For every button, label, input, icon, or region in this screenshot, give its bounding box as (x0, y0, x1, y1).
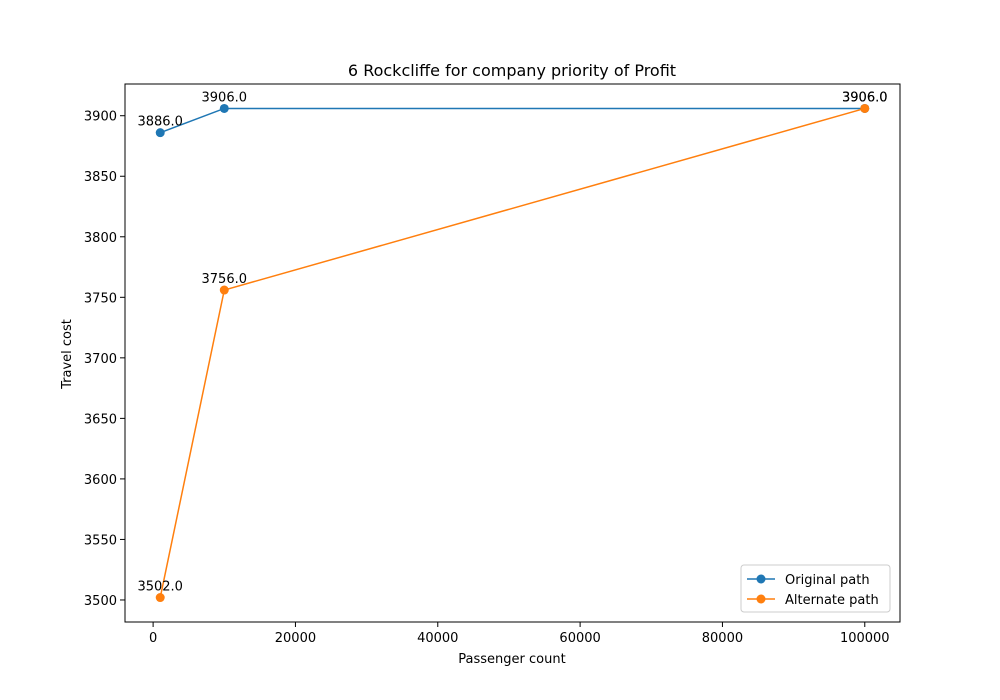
plot-area: 0 20000 40000 60000 80000 100000 3500 3550 3600 3… (84, 83, 901, 646)
data-point (219, 285, 229, 295)
y-tick-label: 3900 (84, 110, 117, 125)
data-label: 3906.0 (842, 90, 888, 105)
y-tick-label: 3850 (84, 170, 117, 185)
data-label: 3906.0 (842, 90, 888, 105)
legend-swatch-marker (756, 574, 766, 584)
data-label: 3886.0 (137, 115, 183, 130)
legend-swatch-marker (756, 594, 766, 604)
axes-frame (124, 83, 901, 623)
x-tick-label: 20000 (275, 631, 316, 646)
data-point (860, 103, 870, 113)
data-label: 3502.0 (137, 580, 183, 595)
y-tick-label: 3800 (84, 231, 117, 246)
y-tick-label: 3750 (84, 291, 117, 306)
y-axis-title: Travel cost (60, 319, 75, 390)
y-tick-label: 3600 (84, 473, 117, 488)
y-tick-label: 3500 (84, 594, 117, 609)
data-label: 3906.0 (202, 90, 248, 105)
data-point (155, 128, 165, 138)
chart-title: 6 Rockcliffe for company priority of Pro… (348, 61, 676, 80)
legend-label: Alternate path (785, 593, 879, 608)
x-tick-label: 60000 (559, 631, 600, 646)
y-tick-label: 3550 (84, 533, 117, 548)
x-axis-title: Passenger count (458, 652, 565, 667)
data-point (219, 103, 229, 113)
legend-box (740, 564, 891, 613)
legend-label: Original path (785, 573, 870, 588)
x-tick-label: 0 (149, 631, 157, 646)
x-tick-label: 100000 (840, 631, 890, 646)
legend: Original path Alternate path (740, 564, 891, 613)
y-tick-label: 3650 (84, 412, 117, 427)
data-label: 3756.0 (202, 272, 248, 287)
y-tick-label: 3700 (84, 352, 117, 367)
x-tick-label: 40000 (417, 631, 458, 646)
x-tick-label: 80000 (702, 631, 743, 646)
data-point (155, 593, 165, 603)
